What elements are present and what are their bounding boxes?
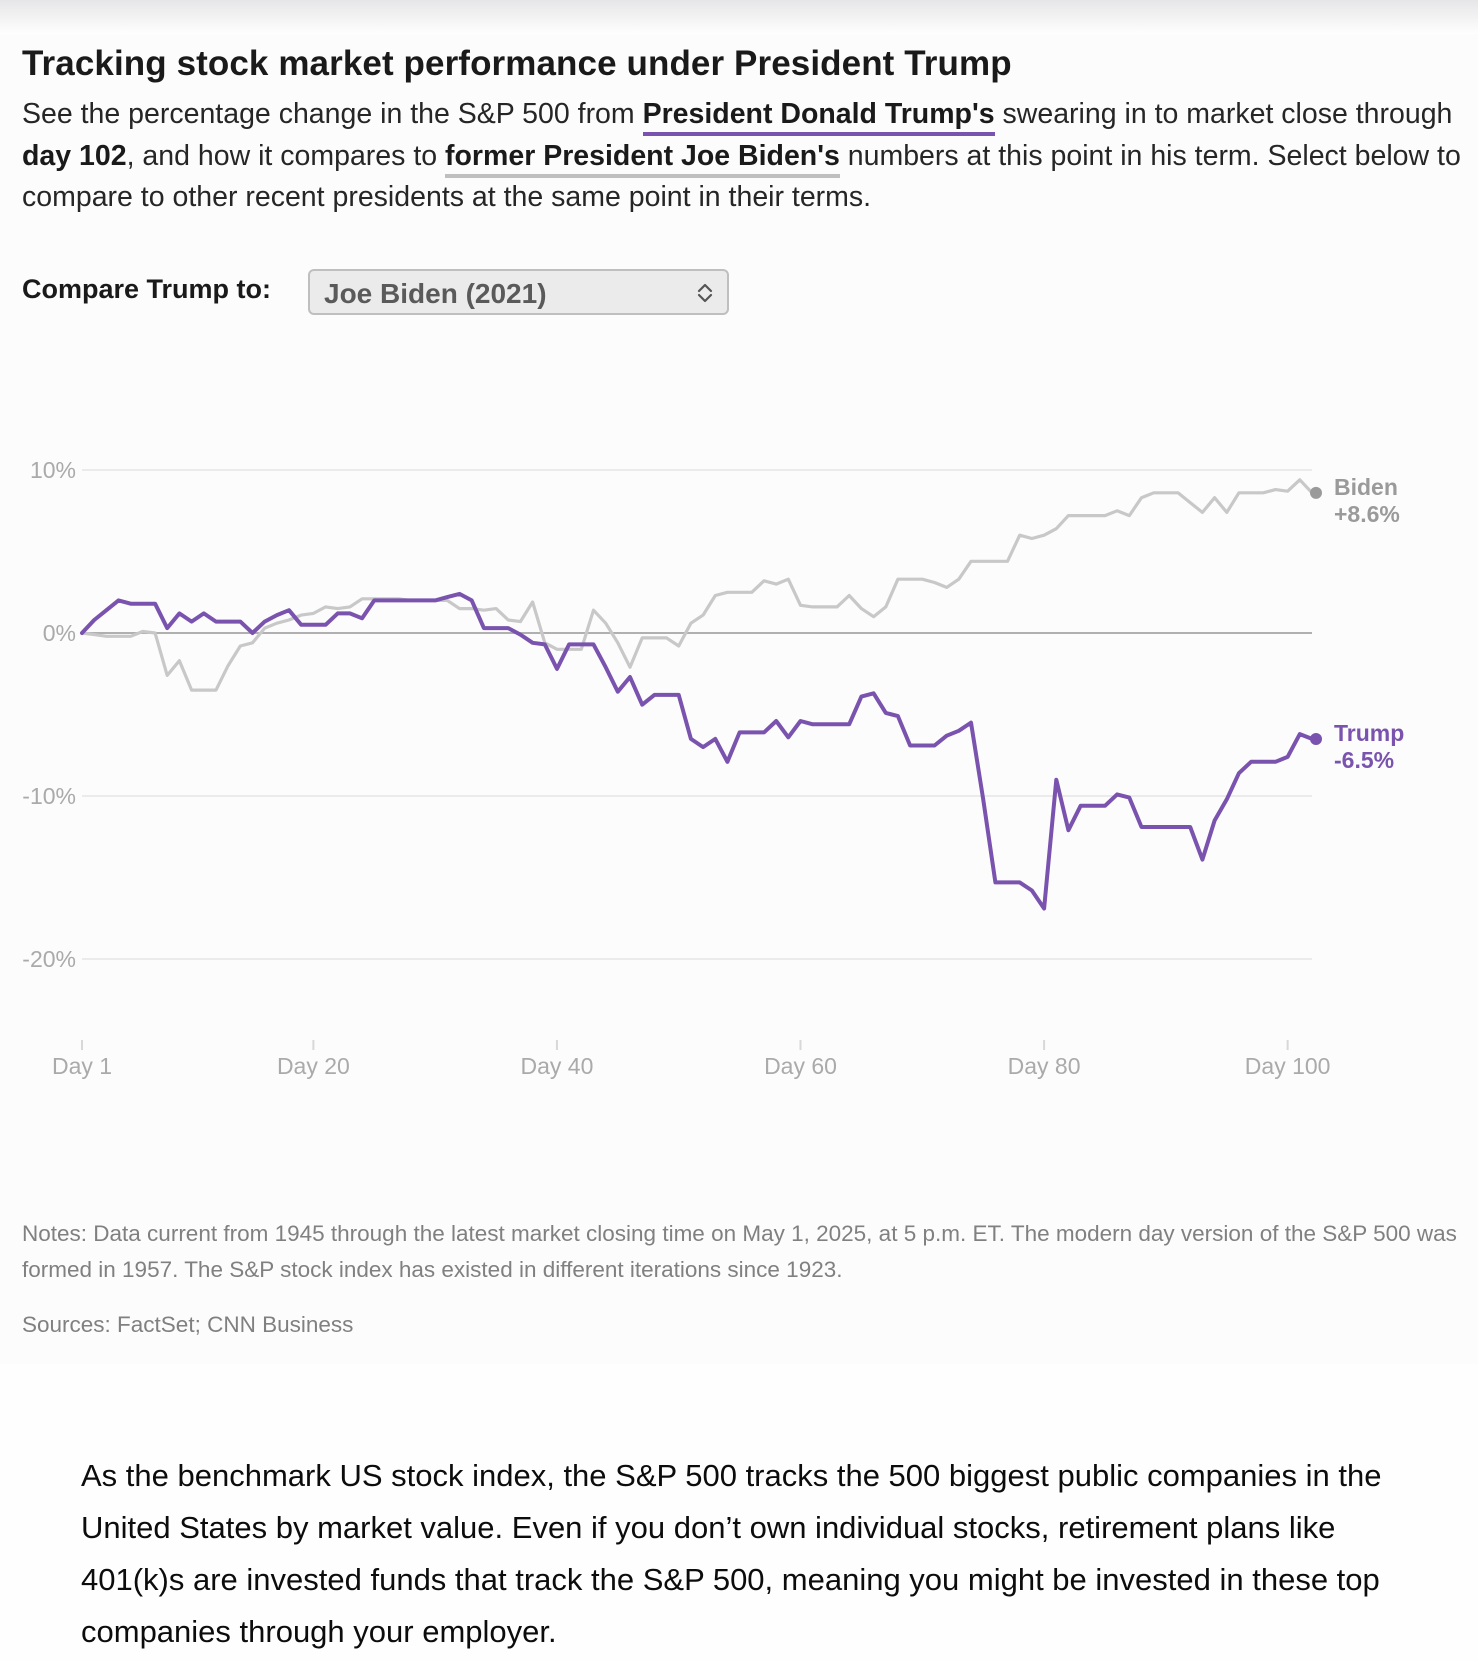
- subtitle-text: swearing in to market close through: [994, 98, 1453, 130]
- chart-sources: Sources: FactSet; CNN Business: [22, 1312, 354, 1337]
- y-axis-labels: 10% 0% -10% -20%: [22, 457, 76, 972]
- subtitle-text: , and how it compares to: [126, 139, 446, 172]
- chart-notes: Notes: Data current from 1945 through th…: [22, 1221, 1457, 1282]
- grid-layer: [82, 469, 1312, 960]
- series-layer: [80, 478, 1322, 911]
- x-tick-label: Day 60: [764, 1053, 837, 1079]
- end-labels: Biden+8.6% Trump-6.5%: [1334, 474, 1404, 773]
- series-line-trump: [80, 591, 1314, 911]
- x-tick-label: Day 40: [521, 1053, 594, 1079]
- x-tick-label: Day 1: [52, 1053, 112, 1079]
- chart-card: [0, 34, 1478, 1364]
- trump-highlight: President Donald Trump's: [642, 98, 995, 136]
- end-dot-trump: [1310, 732, 1322, 745]
- chart-title: Tracking stock market performance under …: [22, 44, 1012, 83]
- subtitle-text: See the percentage change in the S&P 500…: [22, 98, 643, 130]
- end-label-name-biden: Biden: [1334, 474, 1398, 500]
- end-label-value-trump: -6.5%: [1334, 747, 1394, 773]
- x-axis-labels: Day 1 Day 20 Day 40 Day 60 Day 80 Day 100: [52, 1040, 1331, 1079]
- y-tick-label: 0%: [43, 620, 76, 646]
- subtitle-text: numbers at this point in his term. Selec…: [22, 139, 1461, 214]
- x-tick-label: Day 100: [1245, 1053, 1331, 1079]
- line-chart: 10%0%-10%-20% Day 1 Day 20 Day 40 Day 60 Day…: [22, 457, 1404, 1079]
- chart-subtitle: See the percentage change in the S&P 500…: [22, 94, 1472, 219]
- x-tick-label: Day 20: [277, 1053, 350, 1079]
- day-highlight: day 102: [22, 139, 127, 172]
- select-value: Joe Biden (2021): [324, 278, 547, 309]
- chevron-up-down-icon: [697, 283, 713, 303]
- end-label-name-trump: Trump: [1334, 720, 1404, 746]
- top-shade: [0, 0, 1478, 34]
- end-label-value-biden: +8.6%: [1334, 501, 1400, 527]
- y-tick-label: -10%: [22, 783, 76, 809]
- compare-president-select[interactable]: Joe Biden (2021): [308, 269, 729, 315]
- compare-label: Compare Trump to:: [22, 274, 272, 304]
- y-tick-label: 10%: [30, 457, 76, 483]
- biden-highlight: former President Joe Biden's: [445, 139, 840, 178]
- x-tick-label: Day 80: [1008, 1053, 1081, 1079]
- article-paragraph: As the benchmark US stock index, the S&P…: [81, 1458, 1382, 1649]
- y-tick-label: -20%: [22, 946, 76, 972]
- end-dot-biden: [1310, 486, 1322, 499]
- series-line-biden: [80, 478, 1314, 692]
